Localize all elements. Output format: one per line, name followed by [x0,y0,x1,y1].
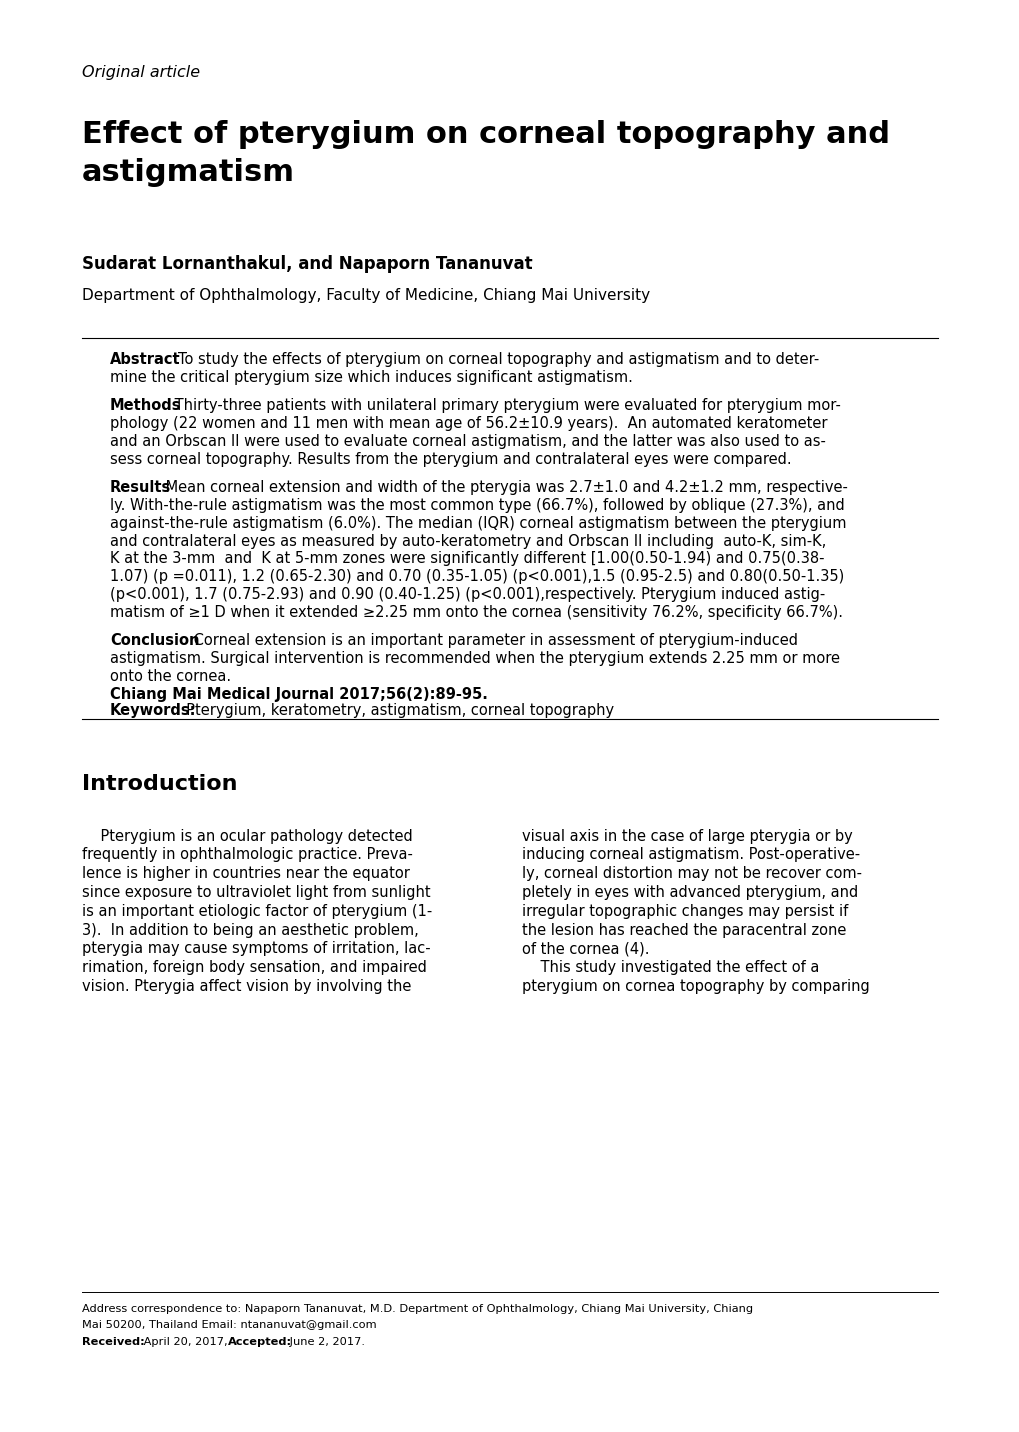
Text: Mean corneal extension and width of the pterygia was 2.7±1.0 and 4.2±1.2 mm, res: Mean corneal extension and width of the … [161,480,847,495]
Text: Pterygium, keratometry, astigmatism, corneal topography: Pterygium, keratometry, astigmatism, cor… [177,703,613,717]
Text: April 20, 2017,: April 20, 2017, [140,1337,234,1348]
Text: Pterygium is an ocular pathology detected: Pterygium is an ocular pathology detecte… [82,829,413,843]
Text: ly, corneal distortion may not be recover com-: ly, corneal distortion may not be recove… [522,866,862,881]
Text: astigmatism: astigmatism [82,158,294,188]
Text: vision. Pterygia affect vision by involving the: vision. Pterygia affect vision by involv… [82,979,411,994]
Text: Chiang Mai Medical Journal 2017;56(2):89-95.: Chiang Mai Medical Journal 2017;56(2):89… [110,686,487,702]
Text: ly. With-the-rule astigmatism was the most common type (66.7%), followed by obli: ly. With-the-rule astigmatism was the mo… [110,498,844,513]
Text: Corneal extension is an important parameter in assessment of pterygium-induced: Corneal extension is an important parame… [189,633,797,649]
Text: (p<0.001), 1.7 (0.75-2.93) and 0.90 (0.40-1.25) (p<0.001),respectively. Pterygiu: (p<0.001), 1.7 (0.75-2.93) and 0.90 (0.4… [110,587,824,601]
Text: Effect of pterygium on corneal topography and: Effect of pterygium on corneal topograph… [82,120,890,149]
Text: Received:: Received: [82,1337,145,1348]
Text: inducing corneal astigmatism. Post-operative-: inducing corneal astigmatism. Post-opera… [522,848,860,862]
Text: K at the 3-mm  and  K at 5-mm zones were significantly different [1.00(0.50-1.94: K at the 3-mm and K at 5-mm zones were s… [110,551,823,567]
Text: 1.07) (p =0.011), 1.2 (0.65-2.30) and 0.70 (0.35-1.05) (p<0.001),1.5 (0.95-2.5) : 1.07) (p =0.011), 1.2 (0.65-2.30) and 0.… [110,569,844,584]
Text: rimation, foreign body sensation, and impaired: rimation, foreign body sensation, and im… [82,961,427,975]
Text: against-the-rule astigmatism (6.0%). The median (IQR) corneal astigmatism betwee: against-the-rule astigmatism (6.0%). The… [110,516,846,531]
Text: Original article: Original article [82,64,200,80]
Text: 3).  In addition to being an aesthetic problem,: 3). In addition to being an aesthetic pr… [82,922,419,938]
Text: Accepted:: Accepted: [228,1337,291,1348]
Text: pletely in eyes with advanced pterygium, and: pletely in eyes with advanced pterygium,… [522,885,858,901]
Text: visual axis in the case of large pterygia or by: visual axis in the case of large pterygi… [522,829,853,843]
Text: Methods: Methods [110,398,181,414]
Text: phology (22 women and 11 men with mean age of 56.2±10.9 years).  An automated ke: phology (22 women and 11 men with mean a… [110,417,826,431]
Text: mine the critical pterygium size which induces significant astigmatism.: mine the critical pterygium size which i… [110,369,632,385]
Text: Conclusion: Conclusion [110,633,200,649]
Text: frequently in ophthalmologic practice. Preva-: frequently in ophthalmologic practice. P… [82,848,413,862]
Text: Thirty-three patients with unilateral primary pterygium were evaluated for ptery: Thirty-three patients with unilateral pr… [170,398,840,414]
Text: astigmatism. Surgical intervention is recommended when the pterygium extends 2.2: astigmatism. Surgical intervention is re… [110,652,840,666]
Text: sess corneal topography. Results from the pterygium and contralateral eyes were : sess corneal topography. Results from th… [110,451,791,467]
Text: Keywords:: Keywords: [110,703,197,717]
Text: Results: Results [110,480,171,495]
Text: and an Orbscan II were used to evaluate corneal astigmatism, and the latter was : and an Orbscan II were used to evaluate … [110,434,825,448]
Text: Sudarat Lornanthakul, and Napaporn Tananuvat: Sudarat Lornanthakul, and Napaporn Tanan… [82,255,532,274]
Text: This study investigated the effect of a: This study investigated the effect of a [522,961,819,975]
Text: Address correspondence to: Napaporn Tananuvat, M.D. Department of Ophthalmology,: Address correspondence to: Napaporn Tana… [82,1305,752,1315]
Text: Department of Ophthalmology, Faculty of Medicine, Chiang Mai University: Department of Ophthalmology, Faculty of … [82,288,649,304]
Text: onto the cornea.: onto the cornea. [110,669,235,684]
Text: June 2, 2017.: June 2, 2017. [285,1337,365,1348]
Text: the lesion has reached the paracentral zone: the lesion has reached the paracentral z… [522,922,846,938]
Text: Introduction: Introduction [82,773,237,793]
Text: is an important etiologic factor of pterygium (1-: is an important etiologic factor of pter… [82,904,432,919]
Text: since exposure to ultraviolet light from sunlight: since exposure to ultraviolet light from… [82,885,430,901]
Text: of the cornea (4).: of the cornea (4). [522,941,649,957]
Text: Mai 50200, Thailand Email: ntananuvat@gmail.com: Mai 50200, Thailand Email: ntananuvat@gm… [82,1320,376,1330]
Text: matism of ≥1 D when it extended ≥2.25 mm onto the cornea (sensitivity 76.2%, spe: matism of ≥1 D when it extended ≥2.25 mm… [110,604,842,620]
Text: To study the effects of pterygium on corneal topography and astigmatism and to d: To study the effects of pterygium on cor… [178,352,818,367]
Text: pterygia may cause symptoms of irritation, lac-: pterygia may cause symptoms of irritatio… [82,941,430,957]
Text: and contralateral eyes as measured by auto-keratometry and Orbscan II including : and contralateral eyes as measured by au… [110,534,825,548]
Text: irregular topographic changes may persist if: irregular topographic changes may persis… [522,904,848,919]
Text: Abstract: Abstract [110,352,180,367]
Text: lence is higher in countries near the equator: lence is higher in countries near the eq… [82,866,410,881]
Text: pterygium on cornea topography by comparing: pterygium on cornea topography by compar… [522,979,869,994]
